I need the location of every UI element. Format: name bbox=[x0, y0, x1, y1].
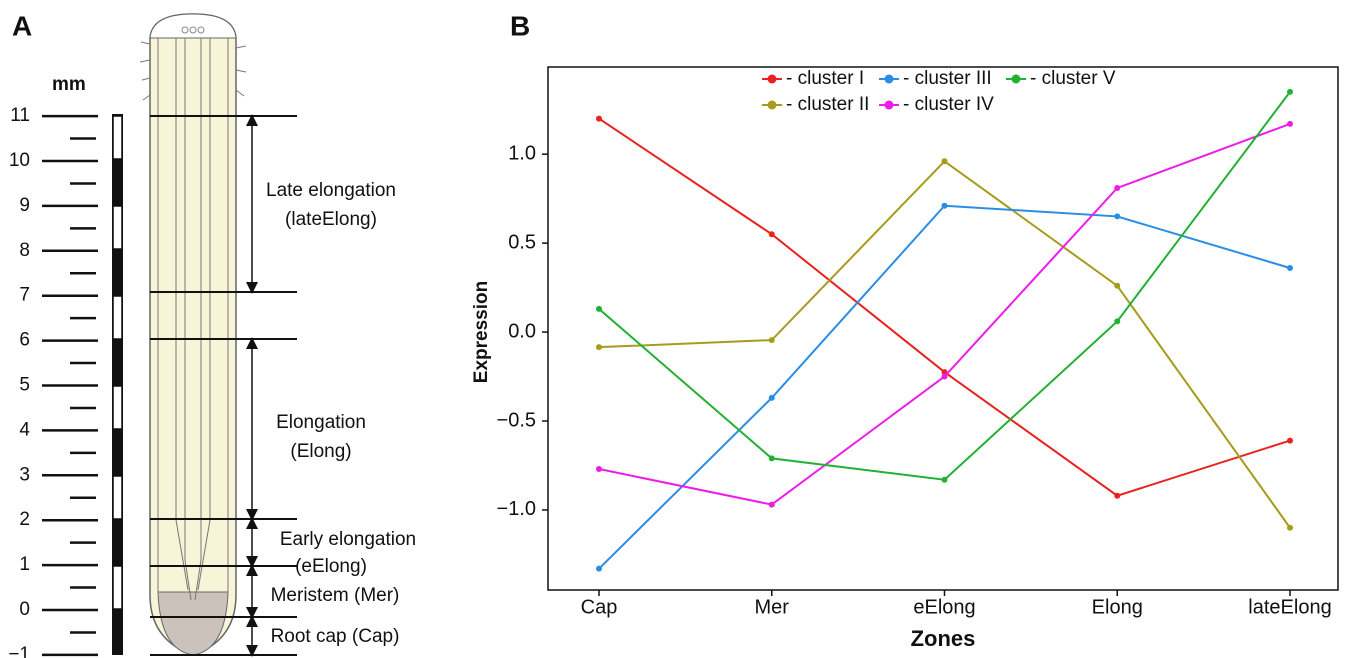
legend-marker bbox=[1011, 74, 1021, 84]
x-axis-label: Zones bbox=[911, 626, 976, 651]
zone-abbr: (Elong) bbox=[290, 441, 351, 462]
ruler-label: 5 bbox=[19, 375, 30, 396]
ruler-label: 8 bbox=[19, 240, 30, 261]
data-point bbox=[1287, 88, 1293, 95]
legend-label: - cluster IV bbox=[903, 94, 994, 115]
legend-marker bbox=[884, 100, 894, 110]
ruler-label: 11 bbox=[10, 105, 30, 126]
zone-name: Root cap (Cap) bbox=[271, 626, 400, 647]
data-point bbox=[768, 394, 775, 401]
plot-frame bbox=[547, 66, 1339, 591]
data-point bbox=[1287, 120, 1293, 127]
x-tick-label: Cap bbox=[581, 596, 618, 618]
panel-label: A bbox=[12, 10, 32, 41]
zone-lines bbox=[150, 115, 297, 656]
data-point bbox=[768, 337, 775, 344]
data-point bbox=[1287, 524, 1293, 531]
y-tick-label: −0.5 bbox=[497, 409, 536, 431]
ruler-label: 10 bbox=[9, 150, 30, 171]
data-point bbox=[941, 158, 948, 165]
ruler-blocks bbox=[112, 115, 123, 610]
y-tick-label: −1.0 bbox=[497, 498, 536, 520]
data-point bbox=[941, 373, 948, 380]
data-point bbox=[768, 231, 775, 238]
data-point bbox=[1114, 318, 1121, 325]
x-tick-label: Mer bbox=[755, 596, 790, 618]
ruler-label: 1 bbox=[19, 554, 30, 575]
data-point bbox=[1114, 282, 1121, 289]
legend-marker bbox=[884, 74, 894, 84]
data-point bbox=[768, 455, 775, 462]
data-point bbox=[1114, 184, 1121, 191]
zone-name: Meristem (Mer) bbox=[271, 585, 400, 606]
data-point bbox=[596, 305, 602, 312]
data-point bbox=[1114, 213, 1121, 220]
legend-label: - cluster V bbox=[1030, 68, 1116, 89]
x-tick-label: lateElong bbox=[1248, 596, 1331, 618]
ruler-label: 9 bbox=[19, 195, 30, 216]
x-tick-label: Elong bbox=[1092, 596, 1143, 618]
panel-label: B bbox=[510, 10, 530, 41]
ruler-bar bbox=[112, 114, 123, 655]
series-line bbox=[598, 117, 1291, 497]
ruler-label: 0 bbox=[19, 599, 30, 620]
data-point bbox=[941, 202, 948, 209]
data-point bbox=[596, 466, 602, 473]
zone-name: Late elongation bbox=[266, 180, 396, 201]
legend-label: - cluster I bbox=[786, 68, 864, 89]
y-tick-label: 0.0 bbox=[508, 320, 536, 342]
data-point bbox=[1114, 492, 1121, 499]
root-drawing bbox=[139, 13, 247, 656]
ruler-label: 2 bbox=[19, 509, 30, 530]
ruler-label: 6 bbox=[19, 330, 30, 351]
data-point bbox=[596, 565, 602, 572]
legend-marker bbox=[767, 74, 777, 84]
unit-label: mm bbox=[52, 74, 86, 95]
series-line bbox=[598, 122, 1291, 506]
legend-label: - cluster III bbox=[903, 68, 992, 89]
data-point bbox=[596, 344, 602, 351]
zone-name: Elongation bbox=[276, 412, 366, 433]
series-line bbox=[598, 91, 1291, 481]
legend-label: - cluster II bbox=[786, 94, 869, 115]
y-tick-label: 1.0 bbox=[508, 142, 536, 164]
data-point bbox=[941, 476, 948, 483]
x-tick-label: eElong bbox=[913, 596, 975, 618]
y-tick-label: 0.5 bbox=[508, 231, 536, 253]
data-point bbox=[1287, 265, 1293, 272]
data-point bbox=[596, 115, 602, 122]
zone-abbr: (eElong) bbox=[295, 556, 367, 577]
zone-name: Early elongation bbox=[280, 529, 416, 550]
ruler-label: 7 bbox=[19, 285, 30, 306]
ruler-label: 4 bbox=[19, 419, 30, 440]
ruler-label: 3 bbox=[19, 464, 30, 485]
legend-marker bbox=[767, 100, 777, 110]
data-point bbox=[1287, 437, 1293, 444]
data-point bbox=[768, 501, 775, 508]
series-line bbox=[598, 204, 1291, 570]
zone-abbr: (lateElong) bbox=[285, 209, 377, 230]
ruler-label: −1 bbox=[8, 644, 30, 658]
y-axis-label: Expression bbox=[471, 281, 492, 383]
